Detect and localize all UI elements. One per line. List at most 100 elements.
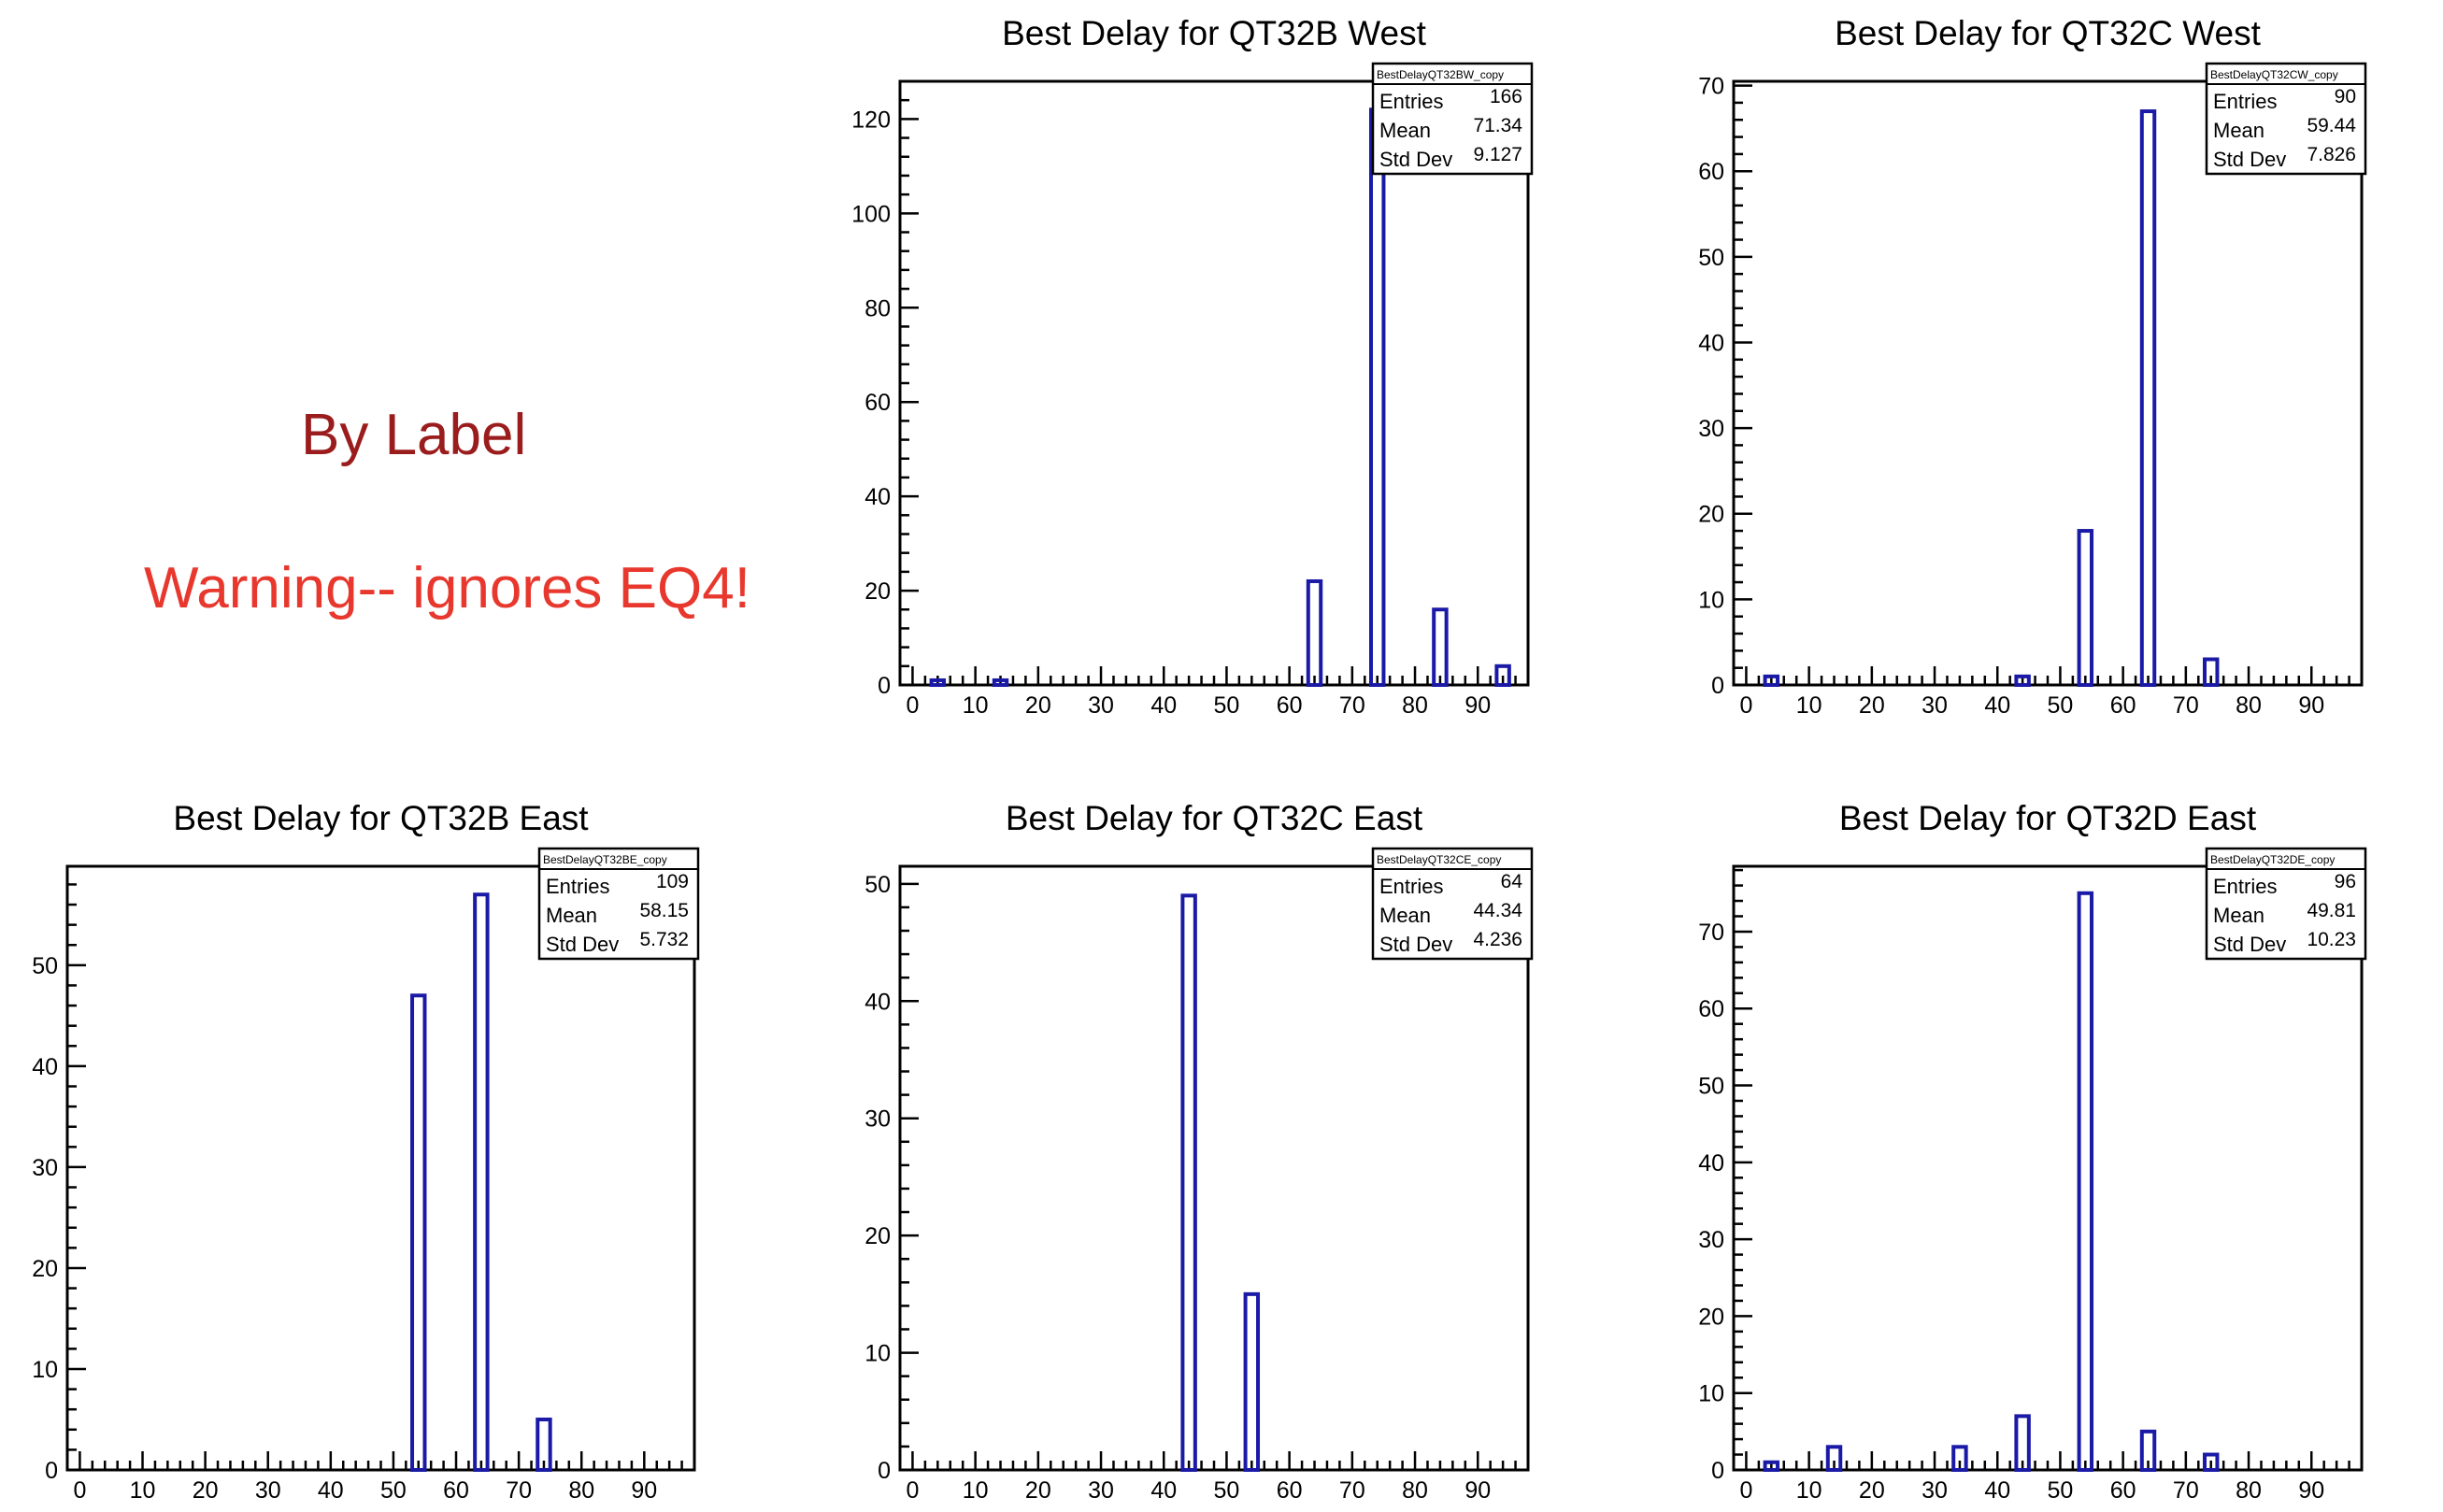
chart-title: Best Delay for QT32C East bbox=[1006, 799, 1423, 837]
y-tick-label: 10 bbox=[1698, 587, 1724, 613]
histogram-bar bbox=[1494, 663, 1511, 687]
x-tick-label: 50 bbox=[1214, 1477, 1240, 1504]
y-tick-label: 70 bbox=[1698, 74, 1724, 100]
stats-name: BestDelayQT32CE_copy bbox=[1377, 853, 1501, 866]
stats-entries-label: Entries bbox=[1379, 875, 1443, 898]
y-tick-label: 30 bbox=[1698, 1227, 1724, 1253]
x-tick-label: 40 bbox=[318, 1477, 344, 1504]
histogram-bar bbox=[1763, 674, 1780, 687]
stats-mean-label: Mean bbox=[1379, 904, 1431, 927]
stats-std-dev-label: Std Dev bbox=[2213, 148, 2286, 171]
x-tick-label: 20 bbox=[193, 1477, 219, 1504]
x-tick-label: 70 bbox=[1339, 692, 1365, 719]
histogram-panel: Best Delay for QT32B East 0 10 20 30 40 50 60 70… bbox=[32, 799, 700, 1504]
histogram-bar bbox=[2139, 109, 2157, 687]
stats-std-dev-label: Std Dev bbox=[1379, 148, 1452, 171]
histogram-bar bbox=[536, 1417, 552, 1472]
stats-mean-value: 71.34 bbox=[1473, 115, 1522, 136]
stats-name: BestDelayQT32CW_copy bbox=[2210, 68, 2338, 81]
y-tick-label: 10 bbox=[32, 1357, 58, 1383]
stats-entries-value: 109 bbox=[656, 871, 689, 892]
stats-name: BestDelayQT32BE_copy bbox=[543, 853, 667, 866]
histogram-panel: Best Delay for QT32C West 0 10 20 30 40 50 60 70… bbox=[1698, 14, 2367, 719]
histogram-bar bbox=[929, 678, 947, 687]
y-tick-label: 120 bbox=[851, 107, 891, 133]
histogram-bar bbox=[1369, 107, 1386, 687]
y-tick-label: 20 bbox=[1698, 1304, 1724, 1330]
stats-std-dev-label: Std Dev bbox=[2213, 933, 2286, 956]
histogram-bar bbox=[1432, 607, 1449, 687]
x-tick-label: 90 bbox=[2298, 1477, 2324, 1504]
stats-entries-label: Entries bbox=[2213, 875, 2277, 898]
stats-entries-label: Entries bbox=[546, 875, 609, 898]
stats-box bbox=[1371, 847, 1534, 961]
x-tick-label: 10 bbox=[1796, 1477, 1822, 1504]
stats-entries-label: Entries bbox=[1379, 90, 1443, 113]
x-tick-label: 0 bbox=[73, 1477, 86, 1504]
x-tick-label: 50 bbox=[380, 1477, 407, 1504]
stats-mean-label: Mean bbox=[2213, 119, 2264, 142]
x-tick-label: 40 bbox=[1150, 692, 1177, 719]
chart-title: Best Delay for QT32B East bbox=[173, 799, 589, 837]
x-tick-label: 60 bbox=[2110, 1477, 2136, 1504]
y-tick-label: 0 bbox=[878, 1458, 891, 1484]
x-tick-label: 60 bbox=[1277, 1477, 1303, 1504]
x-tick-label: 40 bbox=[1150, 1477, 1177, 1504]
x-tick-label: 80 bbox=[568, 1477, 594, 1504]
x-tick-label: 80 bbox=[1402, 1477, 1428, 1504]
stats-std-dev-value: 5.732 bbox=[639, 929, 689, 950]
histogram-bar bbox=[2077, 891, 2094, 1472]
x-tick-label: 10 bbox=[1796, 692, 1822, 719]
x-tick-label: 30 bbox=[1922, 1477, 1948, 1504]
x-tick-label: 10 bbox=[130, 1477, 156, 1504]
stats-name: BestDelayQT32DE_copy bbox=[2210, 853, 2335, 866]
x-tick-label: 90 bbox=[1464, 1477, 1491, 1504]
stats-entries-label: Entries bbox=[2213, 90, 2277, 113]
histogram-bar bbox=[1825, 1445, 1843, 1473]
histogram-bar bbox=[1951, 1445, 1968, 1473]
stats-std-dev-value: 7.826 bbox=[2307, 144, 2356, 165]
y-tick-label: 100 bbox=[851, 201, 891, 227]
histogram-bar bbox=[2014, 674, 2031, 687]
x-tick-label: 0 bbox=[906, 692, 919, 719]
y-tick-label: 0 bbox=[878, 673, 891, 699]
stats-box bbox=[2205, 847, 2367, 961]
histogram-bar bbox=[1306, 578, 1323, 687]
y-tick-label: 50 bbox=[864, 872, 891, 898]
chart-title: Best Delay for QT32B West bbox=[1002, 14, 1426, 52]
y-tick-label: 60 bbox=[1698, 159, 1724, 185]
stats-std-dev-value: 9.127 bbox=[1473, 144, 1522, 165]
x-tick-label: 90 bbox=[2298, 692, 2324, 719]
stats-entries-value: 90 bbox=[2335, 86, 2356, 107]
x-tick-label: 70 bbox=[2173, 1477, 2199, 1504]
y-tick-label: 20 bbox=[32, 1256, 58, 1282]
histogram-panel: Best Delay for QT32B West 0 10 20 30 40 50 60 70… bbox=[851, 14, 1534, 719]
stats-std-dev-value: 4.236 bbox=[1473, 929, 1522, 950]
histogram-bar bbox=[1763, 1460, 1780, 1473]
warning-note: Warning-- ignores EQ4! bbox=[144, 556, 750, 620]
x-tick-label: 10 bbox=[963, 1477, 989, 1504]
x-tick-label: 30 bbox=[255, 1477, 281, 1504]
x-tick-label: 30 bbox=[1088, 692, 1114, 719]
y-tick-label: 20 bbox=[1698, 502, 1724, 528]
y-tick-label: 0 bbox=[1711, 673, 1724, 699]
chart-title: Best Delay for QT32D East bbox=[1839, 799, 2257, 837]
y-tick-label: 50 bbox=[32, 953, 58, 979]
stats-mean-value: 44.34 bbox=[1473, 900, 1522, 921]
y-tick-label: 40 bbox=[864, 989, 891, 1015]
x-tick-label: 70 bbox=[1339, 1477, 1365, 1504]
y-tick-label: 0 bbox=[1711, 1458, 1724, 1484]
histogram-bar bbox=[2203, 1452, 2220, 1472]
x-tick-label: 60 bbox=[2110, 692, 2136, 719]
y-tick-label: 20 bbox=[864, 578, 891, 605]
x-tick-label: 20 bbox=[1859, 692, 1885, 719]
x-tick-label: 70 bbox=[506, 1477, 532, 1504]
y-tick-label: 40 bbox=[1698, 330, 1724, 356]
stats-mean-label: Mean bbox=[1379, 119, 1431, 142]
x-tick-label: 60 bbox=[1277, 692, 1303, 719]
x-tick-label: 80 bbox=[2236, 692, 2262, 719]
stats-std-dev-label: Std Dev bbox=[546, 933, 619, 956]
stats-std-dev-value: 10.23 bbox=[2307, 929, 2356, 950]
x-tick-label: 50 bbox=[1214, 692, 1240, 719]
